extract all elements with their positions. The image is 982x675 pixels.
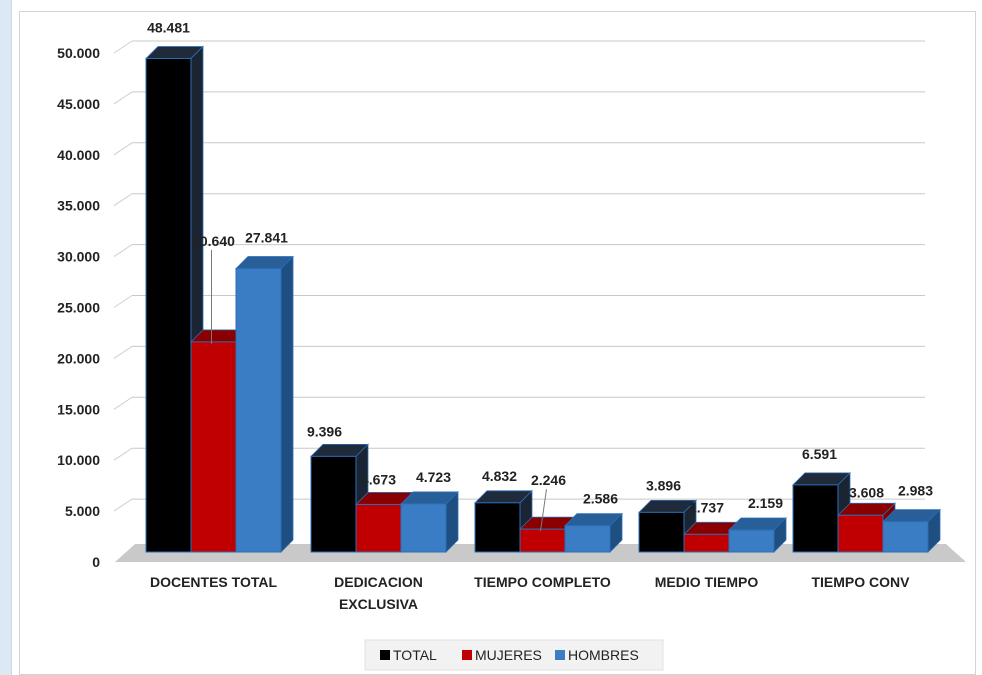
bar-mujeres <box>519 528 566 553</box>
bar-hombres <box>728 529 775 553</box>
category-label: MEDIO TIEMPO <box>655 574 759 590</box>
bar-total <box>792 484 839 553</box>
data-label: 4.832 <box>482 468 517 484</box>
data-label: 6.591 <box>802 446 837 462</box>
y-tick-label: 30.000 <box>57 249 100 265</box>
gridline-depth <box>113 142 133 156</box>
legend-label: TOTAL <box>393 647 437 663</box>
data-label: 4.673 <box>361 471 396 487</box>
gridline-depth <box>113 498 133 512</box>
bar-chart: 0 5.000 10.000 15.000 20.000 25.000 30.000 35.0… <box>57 19 966 671</box>
gridline-depth <box>113 396 133 410</box>
data-label: 4.723 <box>416 469 451 485</box>
data-label: 2.586 <box>583 491 618 507</box>
legend-label: MUJERES <box>475 647 542 663</box>
data-label: 2.159 <box>748 495 783 511</box>
data-label: 20.640 <box>192 233 235 249</box>
gridline-depth <box>113 91 133 105</box>
y-tick-label: 50.000 <box>57 45 100 61</box>
data-label: 2.983 <box>898 483 933 499</box>
y-tick-label: 0 <box>92 554 100 570</box>
gridline-depth <box>113 193 133 207</box>
bar-mujeres <box>190 341 237 553</box>
bar-mujeres <box>355 503 402 553</box>
bar-hombres <box>235 268 282 553</box>
chart-frame: 0 5.000 10.000 15.000 20.000 25.000 30.000 35.0… <box>19 11 976 675</box>
bar-hombres <box>882 521 929 553</box>
y-tick-label: 20.000 <box>57 350 100 366</box>
bar-total <box>145 57 192 553</box>
data-label: 3.608 <box>849 484 884 500</box>
data-label: 27.841 <box>245 230 288 246</box>
data-label: 48.481 <box>147 19 190 35</box>
data-label: 1.737 <box>689 499 724 515</box>
data-label: 9.396 <box>307 423 342 439</box>
bar-hombres <box>400 503 447 553</box>
gridline-depth <box>113 447 133 461</box>
category-label: EXCLUSIVA <box>339 596 418 612</box>
bar-mujeres <box>837 514 884 553</box>
y-tick-label: 10.000 <box>57 452 100 468</box>
y-tick-label: 40.000 <box>57 147 100 163</box>
y-tick-label: 15.000 <box>57 401 100 417</box>
bar-total <box>638 511 685 553</box>
data-label: 2.246 <box>531 472 566 488</box>
legend-box <box>364 639 664 671</box>
gridline-depth <box>113 345 133 359</box>
y-tick-label: 5.000 <box>65 503 100 519</box>
y-tick-label: 45.000 <box>57 96 100 112</box>
gridline-depth <box>113 295 133 308</box>
bar-mujeres <box>683 533 730 553</box>
bar-total <box>474 502 521 553</box>
legend-swatch <box>555 650 565 660</box>
legend-swatch <box>380 650 390 660</box>
legend-swatch <box>462 650 472 660</box>
category-label: DEDICACION <box>334 574 423 590</box>
bar-hombres <box>564 525 611 553</box>
bar-side-hombres <box>280 255 294 553</box>
category-label: TIEMPO CONV <box>811 574 910 590</box>
bar-total <box>310 455 357 553</box>
legend-label: HOMBRES <box>568 647 639 663</box>
y-tick-label: 35.000 <box>57 198 100 214</box>
gridline-depth <box>113 244 133 258</box>
leader-line <box>540 489 547 532</box>
y-tick-label: 25.000 <box>57 300 100 316</box>
data-label: 3.896 <box>646 477 681 493</box>
category-label: TIEMPO COMPLETO <box>474 574 611 590</box>
left-border-strip <box>0 0 12 675</box>
gridline-depth <box>113 40 133 54</box>
category-label: DOCENTES TOTAL <box>150 574 277 590</box>
